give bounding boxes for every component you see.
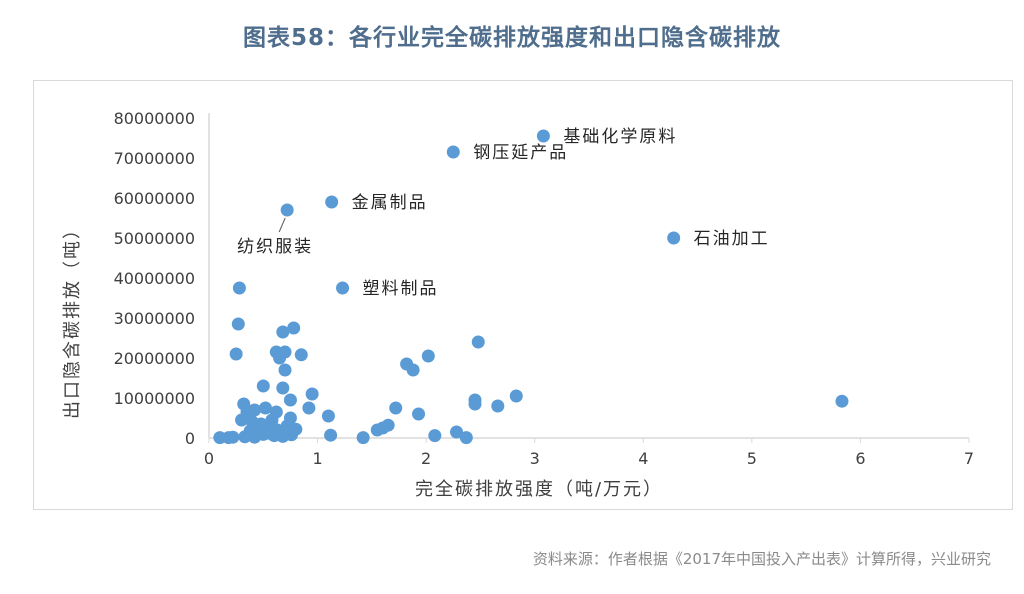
data-point-labeled [446,145,460,159]
data-point [276,381,290,395]
axes: 0 1 2 3 4 5 6 7 0 10000000 20000000 30000000 4000000… [114,109,975,468]
source-note: 资料来源：作者根据《2017年中国投入产出表》计算所得，兴业研究 [532,550,991,568]
data-point [471,335,485,349]
leader-line [278,217,286,233]
x-tick-label: 3 [530,449,540,468]
x-tick-label: 0 [204,449,214,468]
data-point [222,431,236,445]
y-tick-label: 40000000 [114,269,195,288]
point-label: 塑料制品 [363,279,439,299]
x-tick-label: 5 [747,449,757,468]
data-point [321,409,335,423]
chart-frame: 0 1 2 3 4 5 6 7 0 10000000 20000000 30000000 4000000… [33,80,1013,510]
data-point [428,429,442,443]
data-point [412,407,426,421]
data-point [305,387,319,401]
y-tick-label: 60000000 [114,189,195,208]
data-point [302,401,316,415]
data-point-labeled [280,203,294,217]
data-point [273,351,287,365]
data-point [269,405,283,419]
y-tick-label: 70000000 [114,149,195,168]
data-point [356,431,370,445]
data-point [283,393,297,407]
x-tick-label: 1 [312,449,322,468]
data-point [231,317,245,331]
x-tick-label: 6 [855,449,865,468]
data-point [229,347,243,361]
data-point [235,413,249,427]
data-point [459,431,473,445]
data-point [509,389,523,403]
x-axis-label: 完全碳排放强度（吨/万元） [415,479,663,500]
data-point [835,394,849,408]
x-tick-label: 7 [964,449,974,468]
data-point [406,363,420,377]
data-point [287,321,301,335]
data-point [262,426,276,440]
data-point [248,430,262,444]
chart-title: 图表58：各行业完全碳排放强度和出口隐含碳排放 [242,25,781,51]
data-point [258,401,272,415]
data-points [213,129,849,445]
data-point-labeled [325,195,339,209]
y-tick-label: 10000000 [114,389,195,408]
point-label: 基础化学原料 [563,127,677,147]
y-tick-label: 80000000 [114,109,195,128]
data-point-labeled [667,231,681,245]
data-point [232,281,246,295]
data-point [324,428,338,442]
data-point [256,379,270,393]
data-point [389,401,403,415]
y-tick-label: 50000000 [114,229,195,248]
data-point [450,425,464,439]
point-label: 石油加工 [694,229,770,249]
data-point [289,422,303,436]
data-point [381,418,395,432]
data-point [468,397,482,411]
x-tick-label: 2 [421,449,431,468]
data-point [278,363,292,377]
data-point [491,399,505,413]
point-label: 金属制品 [352,193,428,213]
x-tick-label: 4 [638,449,648,468]
point-label: 钢压延产品 [473,143,568,163]
data-point [248,403,262,417]
y-tick-label: 0 [185,429,195,448]
data-point-labeled [336,281,350,295]
data-point [421,349,435,363]
y-tick-label: 20000000 [114,349,195,368]
data-point-labeled [536,129,550,143]
data-point [238,430,252,444]
point-label: 纺织服装 [237,237,313,257]
scatter-chart: 0 1 2 3 4 5 6 7 0 10000000 20000000 30000000 4000000… [62,109,975,500]
y-tick-label: 30000000 [114,309,195,328]
data-point [294,348,308,362]
y-axis-label: 出口隐含碳排放（吨） [62,219,83,419]
data-point [276,325,290,339]
